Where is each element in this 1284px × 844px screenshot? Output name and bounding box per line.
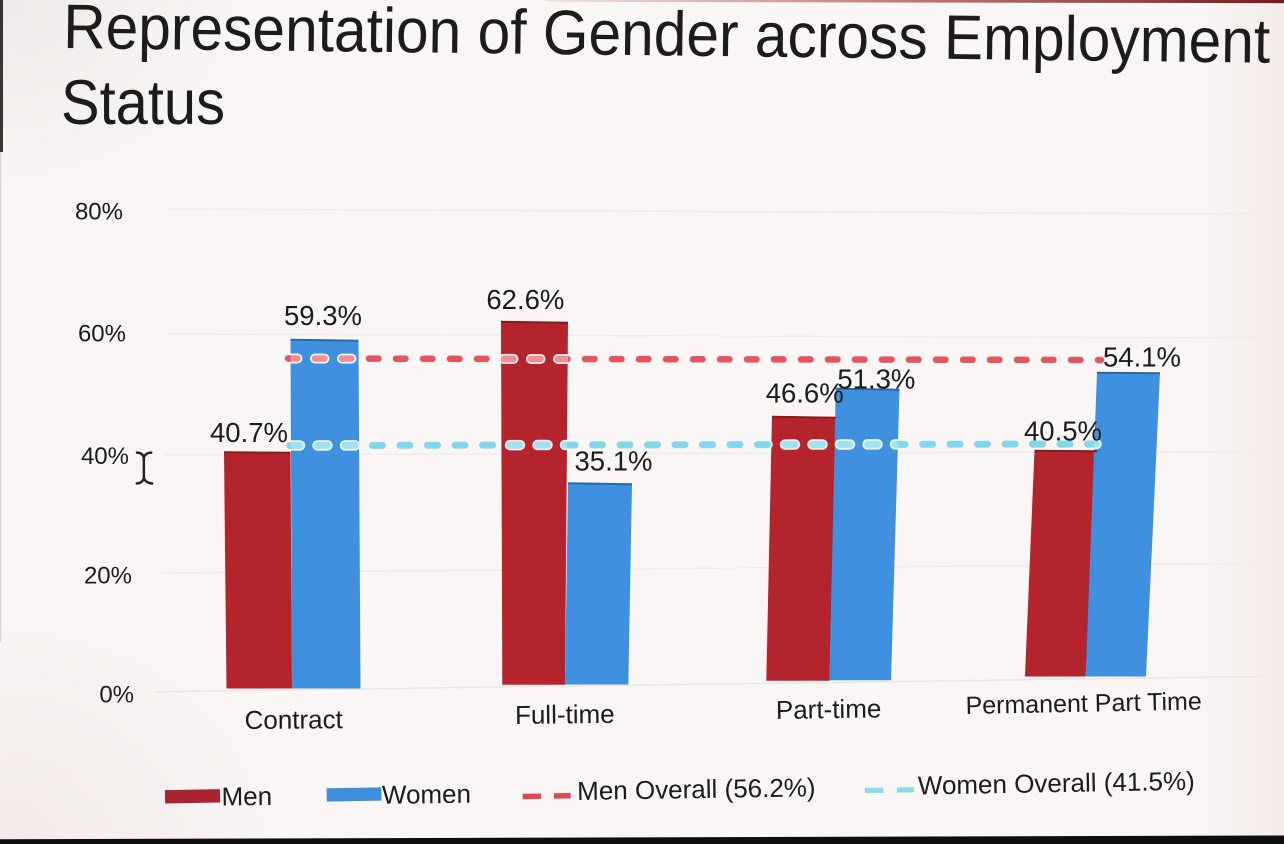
svg-text:54.1%: 54.1% — [1103, 341, 1181, 372]
svg-text:40%: 40% — [81, 443, 129, 470]
svg-text:20%: 20% — [84, 563, 132, 590]
svg-text:35.1%: 35.1% — [575, 446, 653, 477]
svg-text:62.6%: 62.6% — [486, 284, 564, 315]
svg-text:Permanent Part Time: Permanent Part Time — [965, 687, 1202, 720]
svg-text:Part-time: Part-time — [776, 693, 882, 725]
svg-text:Representation of Gender acros: Representation of Gender across Employme… — [63, 0, 1271, 77]
svg-text:46.6%: 46.6% — [766, 378, 844, 409]
svg-text:Full-time: Full-time — [515, 699, 615, 730]
svg-text:Women: Women — [382, 779, 471, 810]
svg-text:80%: 80% — [75, 199, 123, 226]
svg-text:59.3%: 59.3% — [284, 300, 362, 331]
svg-text:Men Overall (56.2%): Men Overall (56.2%) — [577, 772, 816, 806]
svg-text:40.5%: 40.5% — [1024, 416, 1102, 447]
svg-text:40.7%: 40.7% — [210, 417, 288, 448]
svg-text:Women Overall (41.5%): Women Overall (41.5%) — [918, 766, 1195, 801]
svg-text:Status: Status — [61, 68, 225, 138]
svg-text:0%: 0% — [99, 682, 134, 709]
svg-text:60%: 60% — [78, 321, 126, 348]
svg-text:Contract: Contract — [244, 704, 343, 735]
svg-text:51.3%: 51.3% — [837, 364, 915, 395]
svg-text:Men: Men — [221, 781, 272, 812]
